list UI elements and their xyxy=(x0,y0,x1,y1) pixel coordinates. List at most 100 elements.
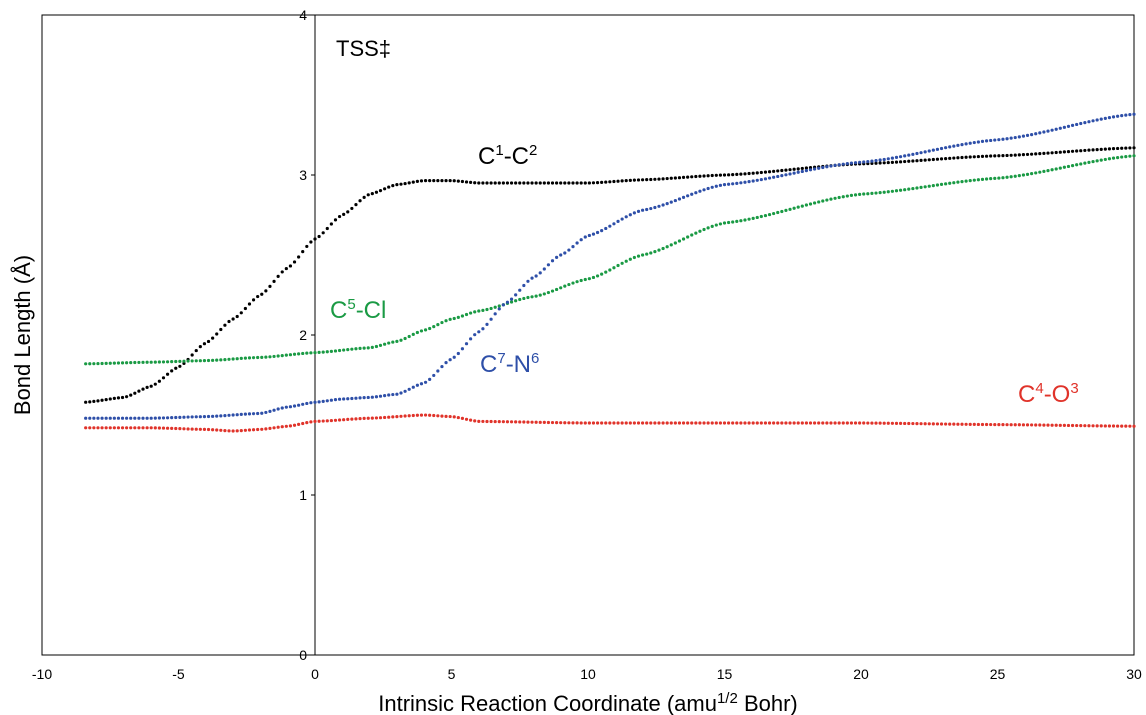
data-point xyxy=(673,176,677,180)
data-point xyxy=(239,356,243,361)
data-point xyxy=(309,420,313,424)
data-point xyxy=(407,181,411,185)
data-point xyxy=(669,176,673,180)
data-point xyxy=(776,174,780,179)
data-point xyxy=(587,277,591,281)
data-point xyxy=(231,317,235,321)
data-point xyxy=(661,421,665,425)
x-tick-label: 0 xyxy=(311,666,319,682)
data-point xyxy=(821,165,825,170)
data-point xyxy=(473,333,477,337)
data-point xyxy=(88,426,92,430)
data-point xyxy=(939,422,944,426)
data-point xyxy=(534,274,538,278)
data-point xyxy=(309,240,313,244)
data-point xyxy=(575,181,579,185)
data-point xyxy=(624,215,628,219)
data-point xyxy=(751,179,755,183)
data-point xyxy=(256,427,260,432)
data-point xyxy=(555,255,559,259)
data-point xyxy=(133,426,137,430)
data-point xyxy=(370,345,374,349)
data-point xyxy=(325,350,329,354)
data-point xyxy=(1034,423,1038,427)
data-point xyxy=(731,173,735,177)
data-point xyxy=(333,418,338,422)
data-point xyxy=(129,361,133,365)
data-point xyxy=(886,190,890,194)
data-point xyxy=(546,420,551,425)
data-point xyxy=(984,139,989,143)
data-point xyxy=(170,369,174,373)
data-point xyxy=(395,392,399,396)
data-point xyxy=(583,421,587,425)
data-point xyxy=(497,304,501,308)
data-point xyxy=(501,303,505,307)
data-point xyxy=(391,340,395,344)
data-point xyxy=(383,394,387,398)
data-point xyxy=(563,251,567,255)
data-point xyxy=(714,173,718,177)
data-point xyxy=(419,329,424,333)
data-point xyxy=(706,174,710,178)
data-point xyxy=(161,416,166,420)
data-point xyxy=(481,308,485,312)
data-point xyxy=(1107,116,1112,120)
data-point xyxy=(862,421,866,425)
data-point xyxy=(280,406,284,410)
data-point xyxy=(305,244,309,249)
data-point xyxy=(1005,137,1009,141)
data-point xyxy=(333,398,338,402)
data-point xyxy=(301,250,305,254)
data-point xyxy=(870,191,874,196)
data-point xyxy=(288,424,293,428)
data-point xyxy=(190,353,194,357)
data-point xyxy=(546,290,551,295)
data-point xyxy=(800,204,804,208)
data-point xyxy=(788,168,792,172)
data-point xyxy=(120,361,125,365)
data-point xyxy=(350,396,354,401)
data-point xyxy=(567,248,571,252)
data-point xyxy=(452,179,456,183)
data-point xyxy=(112,361,116,365)
data-point xyxy=(1038,131,1042,135)
data-point xyxy=(251,298,256,302)
data-point xyxy=(686,235,690,239)
data-point xyxy=(92,426,96,430)
data-point xyxy=(1083,148,1087,153)
data-point xyxy=(919,185,923,189)
data-point xyxy=(346,210,350,214)
data-point xyxy=(829,164,833,168)
data-point xyxy=(980,422,985,427)
data-point xyxy=(297,403,301,407)
data-point xyxy=(297,422,301,426)
data-point xyxy=(567,282,571,287)
data-point xyxy=(673,421,677,425)
data-point xyxy=(1116,146,1120,151)
data-point xyxy=(501,420,505,424)
data-point xyxy=(620,261,624,265)
data-point xyxy=(145,416,149,420)
data-point xyxy=(686,421,690,425)
data-point xyxy=(1124,154,1128,159)
data-point xyxy=(116,361,121,365)
data-point xyxy=(923,422,927,426)
data-point xyxy=(722,221,727,225)
data-point xyxy=(387,415,391,419)
data-point xyxy=(939,146,944,151)
data-point xyxy=(342,348,346,352)
data-point xyxy=(276,274,280,278)
data-point xyxy=(309,351,313,355)
data-point xyxy=(489,317,493,321)
data-point xyxy=(800,421,804,425)
data-point xyxy=(710,185,714,189)
data-point xyxy=(997,176,1001,180)
data-point xyxy=(256,411,260,416)
data-point xyxy=(743,421,747,425)
data-point xyxy=(600,421,604,425)
data-point xyxy=(550,289,555,293)
data-point xyxy=(907,187,911,191)
y-tick-label: 4 xyxy=(299,7,307,23)
